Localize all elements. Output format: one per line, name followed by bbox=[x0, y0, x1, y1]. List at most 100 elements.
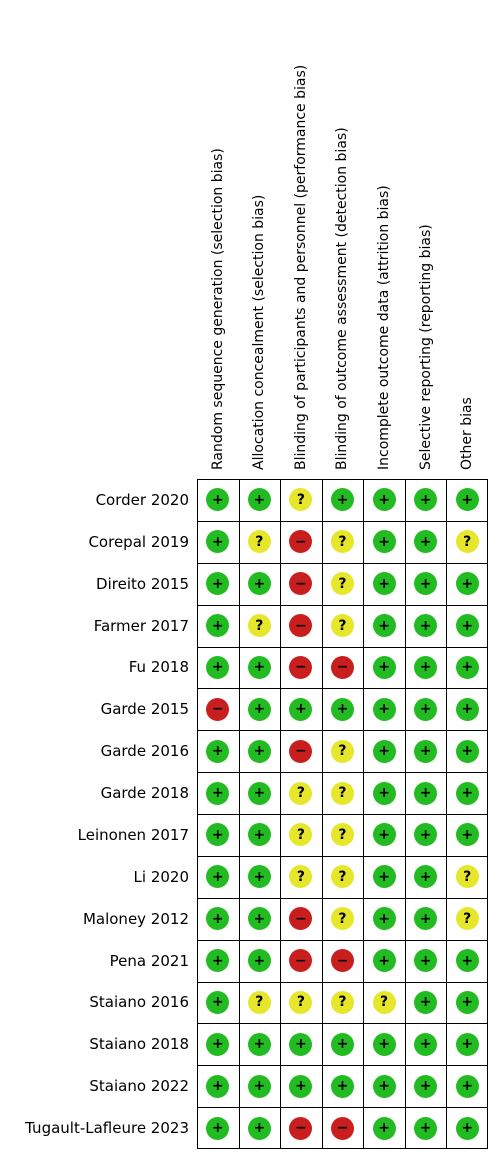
row-divider bbox=[197, 855, 488, 857]
judgement-low-icon: + bbox=[247, 1116, 271, 1140]
judgement-low-icon: + bbox=[372, 572, 396, 596]
judgement-high-icon: − bbox=[206, 697, 230, 721]
judgement-low-icon: + bbox=[455, 572, 479, 596]
judgement-low-icon: + bbox=[372, 488, 396, 512]
judgement-low-icon: + bbox=[206, 990, 230, 1014]
judgement-low-icon: + bbox=[247, 865, 271, 889]
judgement-low-icon: + bbox=[372, 697, 396, 721]
judgement-unclear-icon: ? bbox=[330, 865, 354, 889]
judgement-low-icon: + bbox=[206, 907, 230, 931]
judgement-low-icon: + bbox=[247, 655, 271, 679]
judgement-low-icon: + bbox=[247, 907, 271, 931]
study-label: Pena 2021 bbox=[109, 951, 189, 970]
judgement-low-icon: + bbox=[206, 614, 230, 638]
study-label: Garde 2016 bbox=[100, 742, 189, 761]
judgement-low-icon: + bbox=[455, 990, 479, 1014]
judgement-low-icon: + bbox=[372, 949, 396, 973]
judgement-unclear-icon: ? bbox=[330, 907, 354, 931]
judgement-low-icon: + bbox=[247, 823, 271, 847]
domain-header: Blinding of outcome assessment (detectio… bbox=[334, 127, 351, 470]
judgement-low-icon: + bbox=[455, 614, 479, 638]
domain-header: Selective reporting (reporting bias) bbox=[417, 224, 434, 470]
row-divider bbox=[197, 1107, 488, 1109]
judgement-low-icon: + bbox=[247, 949, 271, 973]
column-divider bbox=[321, 479, 323, 1149]
judgement-low-icon: + bbox=[247, 739, 271, 763]
judgement-unclear-icon: ? bbox=[330, 781, 354, 805]
judgement-low-icon: + bbox=[414, 614, 438, 638]
study-label: Garde 2015 bbox=[100, 700, 189, 719]
study-label: Maloney 2012 bbox=[82, 909, 189, 928]
study-label: Staiano 2022 bbox=[89, 1077, 189, 1096]
study-label: Li 2020 bbox=[133, 867, 189, 886]
row-divider bbox=[197, 730, 488, 732]
judgement-unclear-icon: ? bbox=[289, 488, 313, 512]
study-label: Direito 2015 bbox=[96, 574, 189, 593]
study-label: Farmer 2017 bbox=[93, 616, 189, 635]
study-label: Corepal 2019 bbox=[88, 532, 189, 551]
judgement-low-icon: + bbox=[414, 949, 438, 973]
study-label: Fu 2018 bbox=[128, 658, 189, 677]
judgement-low-icon: + bbox=[247, 1074, 271, 1098]
judgement-low-icon: + bbox=[206, 781, 230, 805]
judgement-unclear-icon: ? bbox=[372, 990, 396, 1014]
judgement-low-icon: + bbox=[206, 739, 230, 763]
judgement-low-icon: + bbox=[206, 530, 230, 554]
judgement-high-icon: − bbox=[289, 907, 313, 931]
judgement-low-icon: + bbox=[414, 1116, 438, 1140]
judgement-low-icon: + bbox=[289, 697, 313, 721]
judgement-unclear-icon: ? bbox=[247, 530, 271, 554]
judgement-high-icon: − bbox=[330, 949, 354, 973]
judgement-high-icon: − bbox=[330, 655, 354, 679]
judgement-low-icon: + bbox=[206, 823, 230, 847]
judgement-low-icon: + bbox=[372, 907, 396, 931]
judgement-unclear-icon: ? bbox=[330, 739, 354, 763]
study-label: Tugault-Lafleure 2023 bbox=[25, 1119, 189, 1138]
column-divider bbox=[404, 479, 406, 1149]
row-divider bbox=[197, 814, 488, 815]
study-label: Staiano 2018 bbox=[89, 1035, 189, 1054]
judgement-low-icon: + bbox=[289, 1032, 313, 1056]
judgement-low-icon: + bbox=[414, 572, 438, 596]
judgement-low-icon: + bbox=[414, 781, 438, 805]
row-divider bbox=[197, 897, 488, 899]
study-label: Corder 2020 bbox=[95, 490, 189, 509]
judgement-unclear-icon: ? bbox=[330, 823, 354, 847]
judgement-high-icon: − bbox=[289, 655, 313, 679]
judgement-low-icon: + bbox=[455, 697, 479, 721]
judgement-low-icon: + bbox=[455, 781, 479, 805]
judgement-low-icon: + bbox=[372, 1074, 396, 1098]
judgement-low-icon: + bbox=[455, 655, 479, 679]
domain-header: Allocation concealment (selection bias) bbox=[251, 194, 268, 470]
judgement-low-icon: + bbox=[372, 614, 396, 638]
judgement-low-icon: + bbox=[372, 823, 396, 847]
judgement-low-icon: + bbox=[414, 990, 438, 1014]
judgement-low-icon: + bbox=[455, 1032, 479, 1056]
judgement-low-icon: + bbox=[247, 697, 271, 721]
judgement-unclear-icon: ? bbox=[455, 530, 479, 554]
judgement-low-icon: + bbox=[330, 488, 354, 512]
domain-header: Incomplete outcome data (attrition bias) bbox=[376, 185, 393, 470]
row-divider bbox=[197, 772, 488, 774]
row-divider bbox=[197, 1065, 488, 1067]
column-divider bbox=[363, 479, 365, 1149]
judgement-high-icon: − bbox=[289, 739, 313, 763]
judgement-low-icon: + bbox=[455, 488, 479, 512]
column-divider bbox=[280, 479, 282, 1149]
row-divider bbox=[197, 562, 488, 564]
row-divider bbox=[197, 1023, 488, 1025]
judgement-unclear-icon: ? bbox=[247, 990, 271, 1014]
judgement-low-icon: + bbox=[414, 488, 438, 512]
judgement-unclear-icon: ? bbox=[330, 614, 354, 638]
study-label: Garde 2018 bbox=[100, 784, 189, 803]
judgement-high-icon: − bbox=[289, 949, 313, 973]
judgement-low-icon: + bbox=[455, 739, 479, 763]
judgement-low-icon: + bbox=[414, 865, 438, 889]
judgement-unclear-icon: ? bbox=[455, 907, 479, 931]
judgement-unclear-icon: ? bbox=[330, 990, 354, 1014]
judgement-low-icon: + bbox=[414, 655, 438, 679]
study-label: Leinonen 2017 bbox=[77, 825, 189, 844]
judgement-low-icon: + bbox=[414, 907, 438, 931]
judgement-unclear-icon: ? bbox=[289, 823, 313, 847]
